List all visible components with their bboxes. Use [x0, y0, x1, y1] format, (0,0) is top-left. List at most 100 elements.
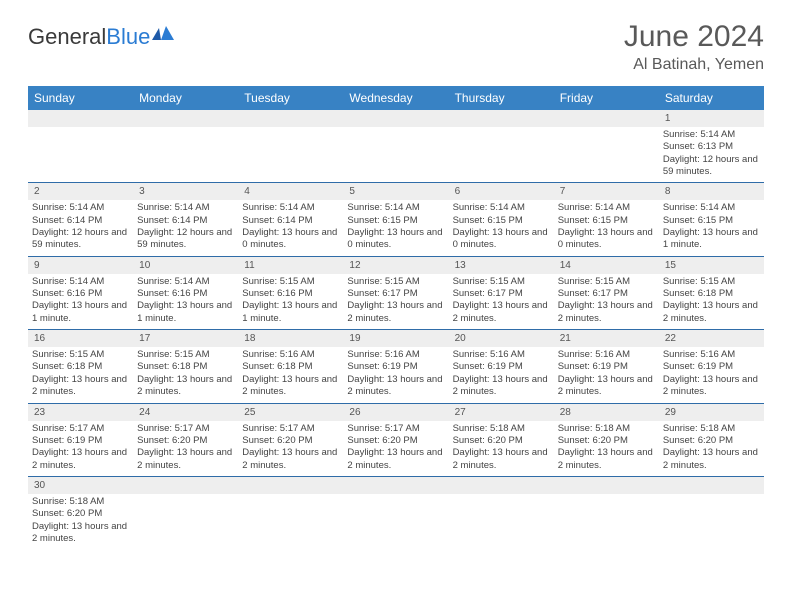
day-details: Sunrise: 5:15 AMSunset: 6:18 PMDaylight:…	[28, 347, 133, 402]
sunrise-line: Sunrise: 5:15 AM	[347, 276, 444, 288]
sunset-line: Sunset: 6:18 PM	[242, 361, 339, 373]
daylight-line: Daylight: 13 hours and 2 minutes.	[453, 300, 550, 325]
day-details: Sunrise: 5:14 AMSunset: 6:15 PMDaylight:…	[554, 200, 659, 255]
sunset-line: Sunset: 6:16 PM	[32, 288, 129, 300]
calendar-cell: 14Sunrise: 5:15 AMSunset: 6:17 PMDayligh…	[554, 256, 659, 329]
day-number: 13	[449, 257, 554, 274]
sunrise-line: Sunrise: 5:14 AM	[137, 202, 234, 214]
calendar-cell: 1Sunrise: 5:14 AMSunset: 6:13 PMDaylight…	[659, 110, 764, 183]
month-title: June 2024	[624, 20, 764, 54]
daylight-line: Daylight: 13 hours and 2 minutes.	[137, 447, 234, 472]
day-number: 10	[133, 257, 238, 274]
sunrise-line: Sunrise: 5:15 AM	[32, 349, 129, 361]
daylight-line: Daylight: 13 hours and 2 minutes.	[663, 374, 760, 399]
daylight-line: Daylight: 13 hours and 2 minutes.	[32, 374, 129, 399]
day-number-bar	[238, 110, 343, 127]
day-details: Sunrise: 5:14 AMSunset: 6:14 PMDaylight:…	[238, 200, 343, 255]
day-details: Sunrise: 5:18 AMSunset: 6:20 PMDaylight:…	[659, 421, 764, 476]
day-number-bar	[28, 110, 133, 127]
sunset-line: Sunset: 6:18 PM	[32, 361, 129, 373]
calendar-cell: 11Sunrise: 5:15 AMSunset: 6:16 PMDayligh…	[238, 256, 343, 329]
day-number: 30	[28, 477, 133, 494]
sunrise-line: Sunrise: 5:15 AM	[663, 276, 760, 288]
sunset-line: Sunset: 6:15 PM	[347, 215, 444, 227]
sunset-line: Sunset: 6:20 PM	[137, 435, 234, 447]
day-number-bar	[133, 477, 238, 494]
calendar-cell	[28, 110, 133, 183]
sunrise-line: Sunrise: 5:17 AM	[347, 423, 444, 435]
day-number: 7	[554, 183, 659, 200]
calendar-cell: 2Sunrise: 5:14 AMSunset: 6:14 PMDaylight…	[28, 183, 133, 256]
sunrise-line: Sunrise: 5:17 AM	[32, 423, 129, 435]
day-details: Sunrise: 5:14 AMSunset: 6:16 PMDaylight:…	[133, 274, 238, 329]
day-number: 29	[659, 404, 764, 421]
flag-icon	[152, 26, 174, 40]
sunrise-line: Sunrise: 5:16 AM	[242, 349, 339, 361]
sunset-line: Sunset: 6:15 PM	[453, 215, 550, 227]
day-number: 17	[133, 330, 238, 347]
calendar-cell	[449, 110, 554, 183]
day-number: 5	[343, 183, 448, 200]
calendar-row: 1Sunrise: 5:14 AMSunset: 6:13 PMDaylight…	[28, 110, 764, 183]
daylight-line: Daylight: 12 hours and 59 minutes.	[663, 154, 760, 179]
sunrise-line: Sunrise: 5:14 AM	[663, 202, 760, 214]
day-details: Sunrise: 5:16 AMSunset: 6:19 PMDaylight:…	[659, 347, 764, 402]
day-number: 22	[659, 330, 764, 347]
day-details: Sunrise: 5:18 AMSunset: 6:20 PMDaylight:…	[28, 494, 133, 549]
calendar-row: 23Sunrise: 5:17 AMSunset: 6:19 PMDayligh…	[28, 403, 764, 476]
calendar-cell: 23Sunrise: 5:17 AMSunset: 6:19 PMDayligh…	[28, 403, 133, 476]
day-number: 24	[133, 404, 238, 421]
day-details: Sunrise: 5:14 AMSunset: 6:13 PMDaylight:…	[659, 127, 764, 182]
sunset-line: Sunset: 6:17 PM	[453, 288, 550, 300]
sunrise-line: Sunrise: 5:18 AM	[558, 423, 655, 435]
sunset-line: Sunset: 6:16 PM	[242, 288, 339, 300]
daylight-line: Daylight: 13 hours and 2 minutes.	[453, 374, 550, 399]
sunset-line: Sunset: 6:20 PM	[558, 435, 655, 447]
daylight-line: Daylight: 12 hours and 59 minutes.	[32, 227, 129, 252]
sunrise-line: Sunrise: 5:14 AM	[558, 202, 655, 214]
daylight-line: Daylight: 13 hours and 1 minute.	[32, 300, 129, 325]
calendar-cell: 17Sunrise: 5:15 AMSunset: 6:18 PMDayligh…	[133, 330, 238, 403]
day-details: Sunrise: 5:17 AMSunset: 6:20 PMDaylight:…	[343, 421, 448, 476]
weekday-header: Sunday	[28, 86, 133, 110]
sunset-line: Sunset: 6:14 PM	[242, 215, 339, 227]
day-details: Sunrise: 5:17 AMSunset: 6:20 PMDaylight:…	[238, 421, 343, 476]
calendar-cell: 22Sunrise: 5:16 AMSunset: 6:19 PMDayligh…	[659, 330, 764, 403]
weekday-header: Saturday	[659, 86, 764, 110]
calendar-cell	[343, 110, 448, 183]
daylight-line: Daylight: 13 hours and 0 minutes.	[558, 227, 655, 252]
day-number: 27	[449, 404, 554, 421]
daylight-line: Daylight: 13 hours and 2 minutes.	[558, 447, 655, 472]
calendar-cell	[343, 476, 448, 549]
day-number: 16	[28, 330, 133, 347]
sunset-line: Sunset: 6:19 PM	[347, 361, 444, 373]
day-details: Sunrise: 5:15 AMSunset: 6:17 PMDaylight:…	[449, 274, 554, 329]
sunset-line: Sunset: 6:15 PM	[558, 215, 655, 227]
day-details: Sunrise: 5:14 AMSunset: 6:16 PMDaylight:…	[28, 274, 133, 329]
sunrise-line: Sunrise: 5:16 AM	[453, 349, 550, 361]
day-number: 1	[659, 110, 764, 127]
calendar-cell	[554, 110, 659, 183]
sunset-line: Sunset: 6:19 PM	[663, 361, 760, 373]
day-number: 12	[343, 257, 448, 274]
sunrise-line: Sunrise: 5:17 AM	[242, 423, 339, 435]
day-number-bar	[238, 477, 343, 494]
calendar-cell: 26Sunrise: 5:17 AMSunset: 6:20 PMDayligh…	[343, 403, 448, 476]
day-details: Sunrise: 5:16 AMSunset: 6:19 PMDaylight:…	[449, 347, 554, 402]
day-number: 4	[238, 183, 343, 200]
day-number: 9	[28, 257, 133, 274]
daylight-line: Daylight: 13 hours and 2 minutes.	[137, 374, 234, 399]
calendar-row: 30Sunrise: 5:18 AMSunset: 6:20 PMDayligh…	[28, 476, 764, 549]
sunrise-line: Sunrise: 5:16 AM	[347, 349, 444, 361]
sunset-line: Sunset: 6:18 PM	[137, 361, 234, 373]
day-number: 2	[28, 183, 133, 200]
day-number: 14	[554, 257, 659, 274]
calendar-cell: 28 Sunrise: 5:18 AMSunset: 6:20 PMDayligh…	[554, 403, 659, 476]
sunset-line: Sunset: 6:20 PM	[347, 435, 444, 447]
daylight-line: Daylight: 13 hours and 2 minutes.	[347, 300, 444, 325]
day-number: 28	[554, 404, 659, 421]
calendar-cell: 16Sunrise: 5:15 AMSunset: 6:18 PMDayligh…	[28, 330, 133, 403]
calendar-body: 1Sunrise: 5:14 AMSunset: 6:13 PMDaylight…	[28, 110, 764, 549]
day-number: 20	[449, 330, 554, 347]
day-number-bar	[449, 477, 554, 494]
